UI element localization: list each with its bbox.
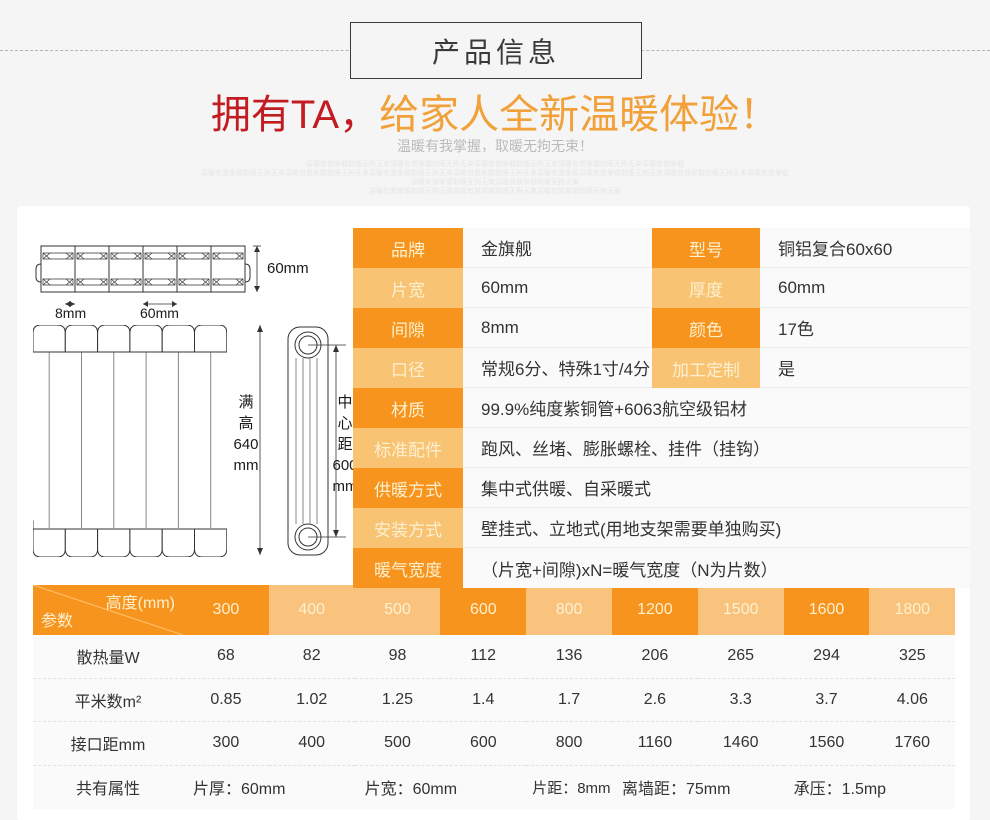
svg-text:60mm: 60mm [140,305,179,318]
svg-text:8mm: 8mm [55,305,86,318]
svg-text:60mm: 60mm [267,260,309,277]
